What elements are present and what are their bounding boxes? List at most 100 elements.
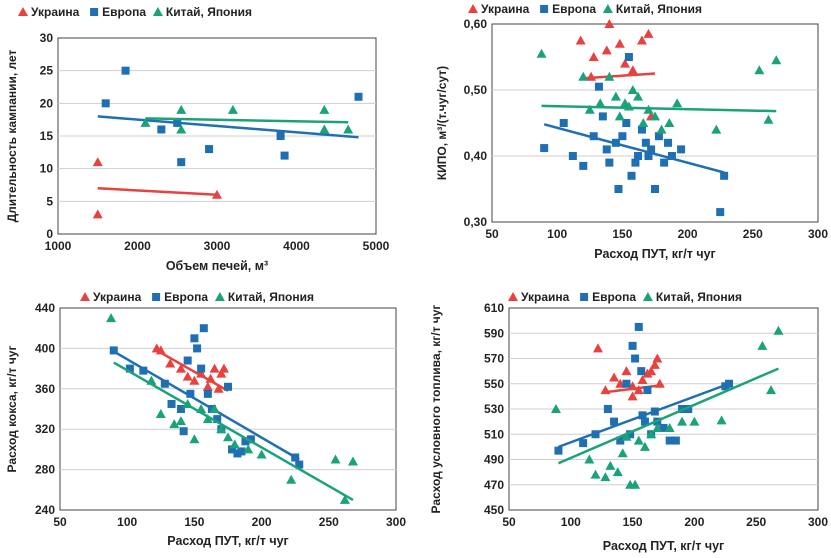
data-point <box>213 383 224 393</box>
data-point <box>276 132 285 140</box>
data-point <box>193 344 202 353</box>
chart-panel-2: 0,30 0,40 0,50 0,60 50 100 150 200 250 300 Расход … <box>435 2 828 261</box>
data-point <box>610 417 619 426</box>
data-point <box>588 52 599 61</box>
x-tick-label: 150 <box>623 515 643 529</box>
series-2 <box>109 324 304 469</box>
data-point <box>616 436 625 445</box>
data-point <box>609 372 620 382</box>
legend-marker <box>508 292 518 301</box>
trend-line <box>541 104 777 113</box>
data-point <box>627 171 636 180</box>
data-point <box>169 419 180 429</box>
data-point <box>177 158 186 167</box>
data-point <box>651 185 659 193</box>
data-point <box>227 104 238 114</box>
data-point <box>584 104 595 114</box>
data-point <box>605 158 614 167</box>
x-tick-label: 5000 <box>363 239 390 253</box>
data-point <box>121 66 130 75</box>
y-tick-label: 0 <box>46 227 53 241</box>
data-point <box>646 429 657 439</box>
x-tick-label: 100 <box>547 227 567 241</box>
data-point <box>286 474 297 484</box>
data-point <box>216 424 227 434</box>
y-tick-label: 590 <box>484 326 504 340</box>
data-point <box>637 367 646 376</box>
data-point <box>637 374 648 384</box>
series-3 <box>140 104 354 134</box>
data-point <box>664 138 673 147</box>
data-point <box>600 472 611 482</box>
y-tick-label: 490 <box>484 453 504 467</box>
data-point <box>631 354 640 363</box>
plot-frame <box>59 307 397 511</box>
x-tick-label: 4000 <box>283 239 310 253</box>
data-point <box>671 436 680 445</box>
y-tick-label: 530 <box>484 402 504 416</box>
x-tick-label: 100 <box>561 515 581 529</box>
data-point <box>595 98 606 108</box>
data-point <box>617 448 628 458</box>
data-point <box>660 158 669 167</box>
series-3 <box>106 313 358 504</box>
data-point <box>598 112 607 121</box>
x-axis-label: Объем печей, м³ <box>166 259 268 273</box>
data-point <box>237 447 246 456</box>
data-point <box>631 158 640 167</box>
data-point <box>183 356 192 365</box>
data-point <box>223 432 233 442</box>
data-point <box>243 444 254 454</box>
legend-marker <box>152 7 163 16</box>
x-tick-label: 300 <box>808 515 828 529</box>
x-axis-label: Расход ПУТ, кг/т чуг <box>594 247 715 261</box>
legend-marker <box>18 7 28 16</box>
data-point <box>106 313 117 323</box>
legend: Украина Европа Китай, Япония <box>468 2 702 16</box>
data-point <box>160 379 169 388</box>
data-point <box>216 368 227 378</box>
data-point <box>667 152 676 160</box>
data-point <box>627 85 638 94</box>
data-point <box>584 454 595 464</box>
data-point <box>634 152 643 160</box>
data-point <box>641 138 650 147</box>
legend-label: Украина <box>521 290 570 304</box>
series-2 <box>97 66 363 167</box>
data-point <box>646 366 657 376</box>
data-point <box>280 151 289 160</box>
y-tick-label: 570 <box>484 352 504 366</box>
x-tick-label: 1000 <box>45 239 72 253</box>
data-point <box>197 364 206 373</box>
x-axis-label: Расход ПУТ, кг/т чуг <box>167 534 288 548</box>
trend-line <box>558 382 730 449</box>
data-point <box>175 363 186 373</box>
legend-label: Европа <box>164 290 208 304</box>
x-tick-label: 150 <box>184 515 204 529</box>
data-point <box>664 422 675 432</box>
y-tick-label: 400 <box>35 341 55 355</box>
data-point <box>716 208 725 217</box>
data-point <box>101 99 110 108</box>
x-tick-label: 50 <box>53 515 67 529</box>
x-axis-label: Расход ПУТ, кг/т чуг <box>603 539 724 553</box>
x-tick-label: 250 <box>743 227 763 241</box>
data-point <box>628 341 637 350</box>
series-1 <box>592 343 665 401</box>
legend-marker <box>90 8 99 16</box>
data-point <box>652 353 663 363</box>
x-tick-label: 2000 <box>124 239 151 253</box>
y-tick-label: 0,60 <box>464 17 488 31</box>
data-point <box>209 363 220 373</box>
data-point <box>224 382 232 391</box>
data-point <box>637 125 646 134</box>
y-tick-label: 450 <box>484 503 504 517</box>
x-tick-label: 200 <box>252 515 272 529</box>
series-2 <box>554 322 734 455</box>
data-point <box>202 414 213 424</box>
trend-line <box>601 383 664 394</box>
y-tick-label: 0,40 <box>464 149 488 163</box>
data-point <box>614 38 625 48</box>
legend-marker <box>602 4 613 13</box>
legend-marker <box>580 293 589 301</box>
